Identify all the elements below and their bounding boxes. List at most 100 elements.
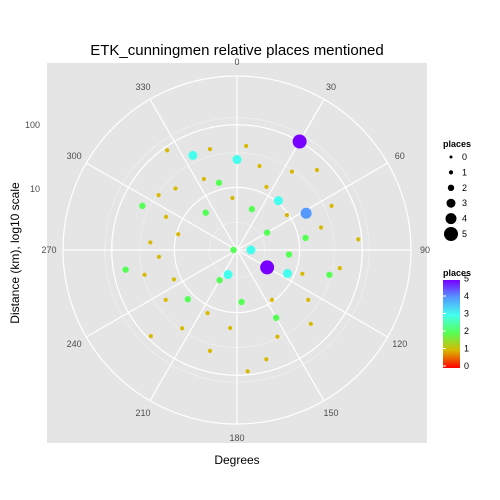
size-legend: places 0 1 2 3 4 5	[443, 139, 471, 241]
grid-spoke	[86, 249, 238, 338]
data-point	[329, 203, 334, 208]
color-legend-label: 0	[464, 361, 469, 371]
size-legend-label: 0	[462, 152, 467, 162]
data-point	[139, 202, 146, 210]
data-point	[188, 150, 198, 160]
theta-tick-label: 270	[41, 245, 56, 255]
data-point	[300, 271, 305, 276]
data-point	[232, 155, 242, 165]
color-legend: places 0 1 2 3 4 5	[443, 268, 471, 371]
size-legend-label: 4	[462, 214, 467, 224]
theta-tick-label: 180	[229, 433, 244, 443]
r-tick-label-100: 100	[25, 120, 40, 130]
data-point	[285, 251, 293, 258]
grid-spoke	[236, 162, 388, 251]
x-axis-label: Degrees	[214, 453, 259, 467]
color-legend-label: 1	[464, 344, 469, 354]
data-point	[215, 179, 223, 186]
grid-spoke	[86, 162, 238, 251]
data-point	[292, 134, 307, 149]
data-point	[273, 196, 283, 206]
size-legend-label: 5	[462, 229, 467, 239]
data-point	[184, 296, 191, 303]
size-legend-title: places	[443, 139, 471, 149]
data-point	[205, 310, 210, 316]
data-point	[142, 272, 147, 277]
size-legend-key	[445, 213, 457, 225]
data-point	[264, 357, 269, 362]
data-point	[165, 148, 170, 153]
theta-tick-label: 30	[326, 82, 336, 92]
grid-spoke	[236, 249, 325, 401]
data-point	[257, 163, 262, 169]
data-point	[245, 369, 250, 374]
data-point	[156, 254, 162, 259]
data-point	[180, 326, 185, 331]
theta-tick-label: 150	[323, 408, 338, 418]
data-point	[238, 298, 245, 306]
size-legend-key	[449, 155, 453, 159]
grid-spoke	[149, 99, 238, 251]
data-point	[326, 271, 333, 278]
polar-grid	[62, 75, 412, 425]
data-point	[223, 270, 233, 280]
size-legend-key	[446, 198, 456, 208]
data-point	[282, 269, 292, 279]
data-point	[300, 207, 312, 219]
data-point	[248, 205, 256, 213]
data-point	[314, 167, 320, 173]
color-legend-label: 3	[464, 309, 469, 319]
theta-tick-label: 90	[420, 245, 430, 255]
data-point	[207, 348, 213, 353]
size-legend-label: 1	[462, 167, 467, 177]
data-point	[318, 225, 324, 230]
grid-spoke	[236, 99, 325, 251]
theta-tick-label: 240	[67, 339, 82, 349]
color-legend-label: 4	[464, 291, 469, 301]
color-legend-label: 5	[464, 274, 469, 284]
y-axis-label: Distance (km), log10 scale	[8, 182, 22, 324]
data-point	[207, 147, 213, 152]
size-legend-label: 2	[462, 183, 467, 193]
color-legend-label: 2	[464, 326, 469, 336]
data-point	[230, 246, 237, 254]
data-point	[228, 325, 233, 331]
data-point	[176, 232, 181, 237]
data-point	[246, 245, 256, 255]
color-legend-title: places	[443, 268, 471, 278]
data-point	[337, 266, 342, 271]
theta-tick-label: 210	[135, 408, 150, 418]
theta-tick-label: 300	[67, 151, 82, 161]
data-point	[260, 260, 275, 275]
data-point	[275, 334, 280, 339]
size-legend-key	[447, 184, 455, 191]
data-point	[230, 195, 235, 201]
colorbar	[443, 280, 460, 368]
data-point	[269, 297, 275, 302]
data-point	[356, 237, 361, 242]
size-legend-key	[444, 227, 458, 241]
data-point	[216, 276, 223, 284]
data-point	[284, 212, 289, 218]
data-point	[202, 209, 209, 216]
theta-tick-label: 0	[234, 57, 239, 67]
theta-tick-label: 330	[135, 82, 150, 92]
data-point	[289, 169, 294, 174]
data-point	[171, 277, 177, 282]
size-legend-label: 3	[462, 198, 467, 208]
data-point	[148, 334, 153, 339]
data-point	[201, 176, 207, 182]
data-point	[163, 297, 168, 303]
data-point	[148, 240, 153, 245]
r-tick-label-10: 10	[30, 184, 40, 194]
chart-title: ETK_cunningmen relative places mentioned	[90, 42, 384, 59]
theta-tick-label: 60	[395, 151, 405, 161]
data-point	[156, 193, 161, 198]
data-point	[263, 229, 271, 236]
theta-tick-labels: 0 30 60 90 120 150 180 210 240 270 300 330	[41, 57, 430, 443]
data-point	[163, 214, 169, 220]
data-point	[264, 184, 269, 190]
data-points	[122, 134, 361, 374]
data-point	[173, 186, 178, 191]
